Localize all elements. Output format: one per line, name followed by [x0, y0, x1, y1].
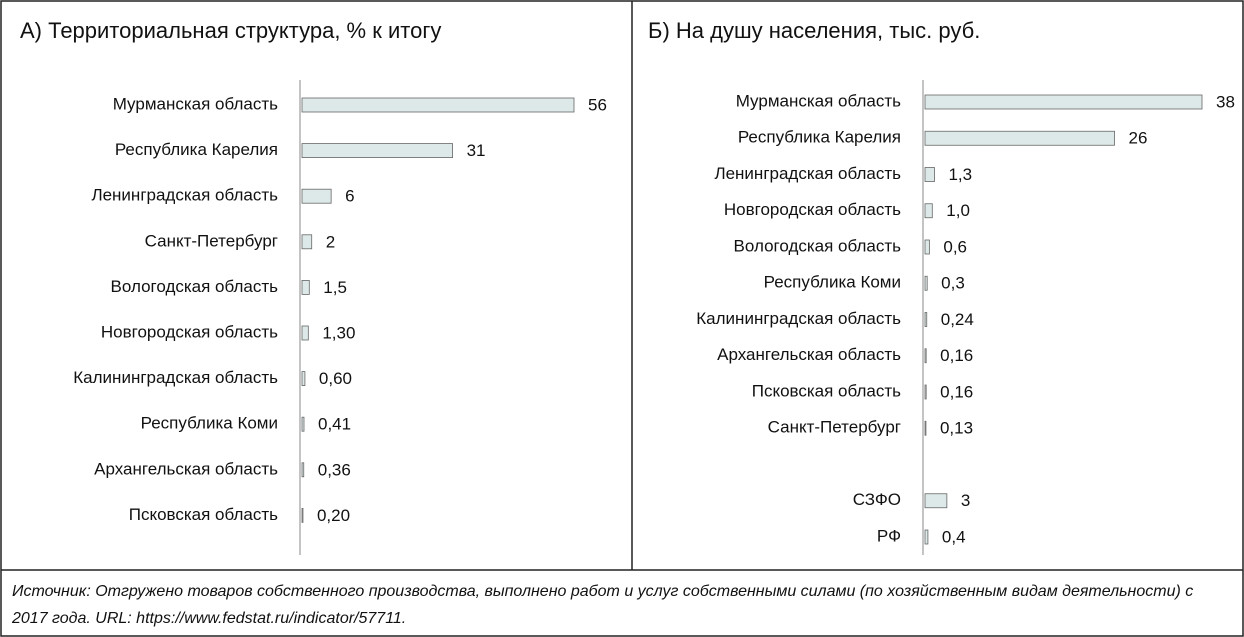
bar	[301, 416, 305, 432]
bar	[924, 275, 928, 291]
value-label: 0,60	[319, 369, 352, 388]
bar	[301, 507, 304, 523]
category-label: РФ	[877, 526, 901, 545]
bar	[301, 97, 575, 113]
bar	[301, 371, 306, 387]
bar	[924, 384, 927, 400]
bar	[301, 188, 332, 204]
bar	[301, 143, 453, 159]
value-label: 0,6	[943, 237, 967, 256]
value-label: 0,24	[941, 310, 974, 329]
value-label: 1,5	[323, 278, 347, 297]
category-label: Калининградская область	[73, 368, 278, 387]
bar	[924, 529, 929, 545]
category-label: Вологодская область	[734, 236, 902, 255]
category-label: Архангельская область	[717, 345, 901, 364]
value-label: 0,41	[318, 415, 351, 434]
category-label: Архангельская область	[94, 459, 278, 478]
value-label: 38	[1216, 92, 1235, 111]
value-label: 0,4	[942, 527, 966, 546]
category-label: СЗФО	[853, 490, 901, 509]
value-label: 0,36	[318, 460, 351, 479]
chart-title: Б) На душу населения, тыс. руб.	[648, 18, 980, 43]
bar	[301, 234, 313, 250]
bar	[924, 348, 927, 364]
category-label: Республика Коми	[141, 414, 278, 433]
value-label: 0,13	[940, 419, 973, 438]
value-label: 31	[467, 141, 486, 160]
category-label: Республика Карелия	[115, 140, 278, 159]
value-label: 6	[345, 187, 354, 206]
value-label: 56	[588, 95, 607, 114]
value-label: 1,30	[322, 323, 355, 342]
category-label: Санкт-Петербург	[145, 231, 278, 250]
bar	[301, 279, 310, 295]
bar	[924, 167, 935, 182]
bar	[924, 312, 928, 327]
value-label: 0,16	[940, 346, 973, 365]
bar	[301, 462, 305, 478]
category-label: Ленинградская область	[91, 186, 278, 205]
bar	[924, 420, 927, 436]
category-label: Новгородская область	[724, 200, 901, 219]
value-label: 1,3	[948, 165, 972, 184]
bar	[924, 239, 930, 255]
bar	[924, 203, 933, 219]
category-label: Республика Карелия	[738, 128, 901, 147]
value-label: 0,3	[941, 274, 965, 293]
category-label: Калининградская область	[696, 309, 901, 328]
category-label: Псковская область	[129, 505, 278, 524]
bar	[301, 325, 309, 341]
bar	[924, 493, 948, 509]
category-label: Республика Коми	[764, 273, 901, 292]
value-label: 26	[1129, 129, 1148, 148]
category-label: Санкт-Петербург	[768, 418, 901, 437]
chart-title: А) Территориальная структура, % к итогу	[20, 18, 441, 43]
value-label: 0,20	[317, 506, 350, 525]
value-label: 2	[326, 232, 335, 251]
category-label: Вологодская область	[111, 277, 279, 296]
value-label: 0,16	[940, 382, 973, 401]
value-label: 3	[961, 491, 970, 510]
bar	[924, 130, 1115, 146]
source-note: Источник: Отгружено товаров собственного…	[12, 583, 1194, 627]
category-label: Новгородская область	[101, 322, 278, 341]
value-label: 1,0	[946, 201, 970, 220]
category-label: Псковская область	[752, 381, 901, 400]
category-label: Ленинградская область	[714, 164, 901, 183]
category-label: Мурманская область	[736, 91, 901, 110]
bar	[924, 94, 1203, 110]
category-label: Мурманская область	[113, 94, 278, 113]
